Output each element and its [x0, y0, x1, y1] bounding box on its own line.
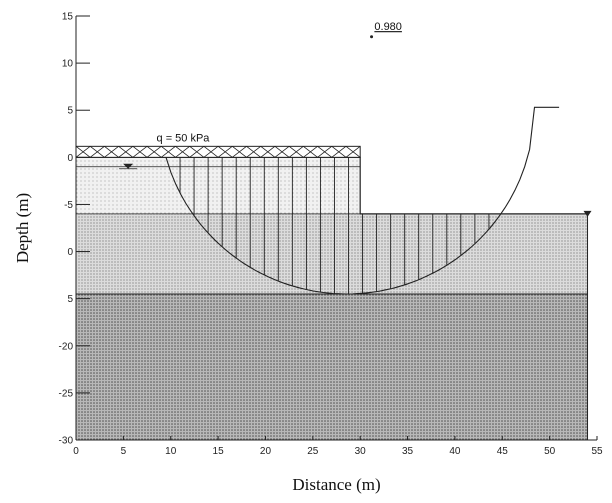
x-tick-label: 45 [497, 446, 509, 457]
factor-of-safety-label: 0.980 [374, 21, 402, 33]
y-tick-label: 15 [62, 12, 74, 23]
y-tick-label: -25 [59, 388, 74, 399]
x-tick-label: 50 [544, 446, 556, 457]
y-tick-label: 10 [62, 59, 74, 70]
y-tick-label: 0 [67, 153, 73, 164]
x-tick-label: 5 [121, 446, 127, 457]
upper-soil-layer [76, 157, 361, 214]
y-tick-label: -5 [64, 200, 73, 211]
right-water-marker [583, 210, 592, 217]
y-tick-label: -30 [59, 436, 74, 447]
load-label: q = 50 kPa [157, 132, 211, 144]
x-tick-label: 30 [355, 446, 367, 457]
load-hatching [75, 146, 361, 158]
slip-centre-marker [370, 35, 374, 39]
x-tick-label: 40 [449, 446, 461, 457]
water-table-marker [123, 163, 134, 169]
load-strip [75, 145, 361, 158]
lower-soil-layer [76, 293, 588, 440]
y-tick-label: 5 [67, 106, 73, 117]
y-tick-label: -20 [59, 341, 74, 352]
x-tick-label: 35 [402, 446, 414, 457]
x-tick-label: 10 [165, 446, 177, 457]
x-tick-label: 0 [73, 446, 79, 457]
x-tick-label: 15 [213, 446, 225, 457]
slip-surface [165, 106, 560, 295]
middle-soil-layer [76, 213, 588, 294]
x-tick-label: 25 [307, 446, 319, 457]
x-axis-title: Distance (m) [292, 475, 380, 494]
x-tick-label: 20 [260, 446, 272, 457]
x-tick-label: 55 [591, 446, 603, 457]
y-tick-label: 0 [67, 247, 73, 258]
y-tick-label: 5 [67, 294, 73, 305]
y-axis-title: Depth (m) [13, 193, 32, 263]
